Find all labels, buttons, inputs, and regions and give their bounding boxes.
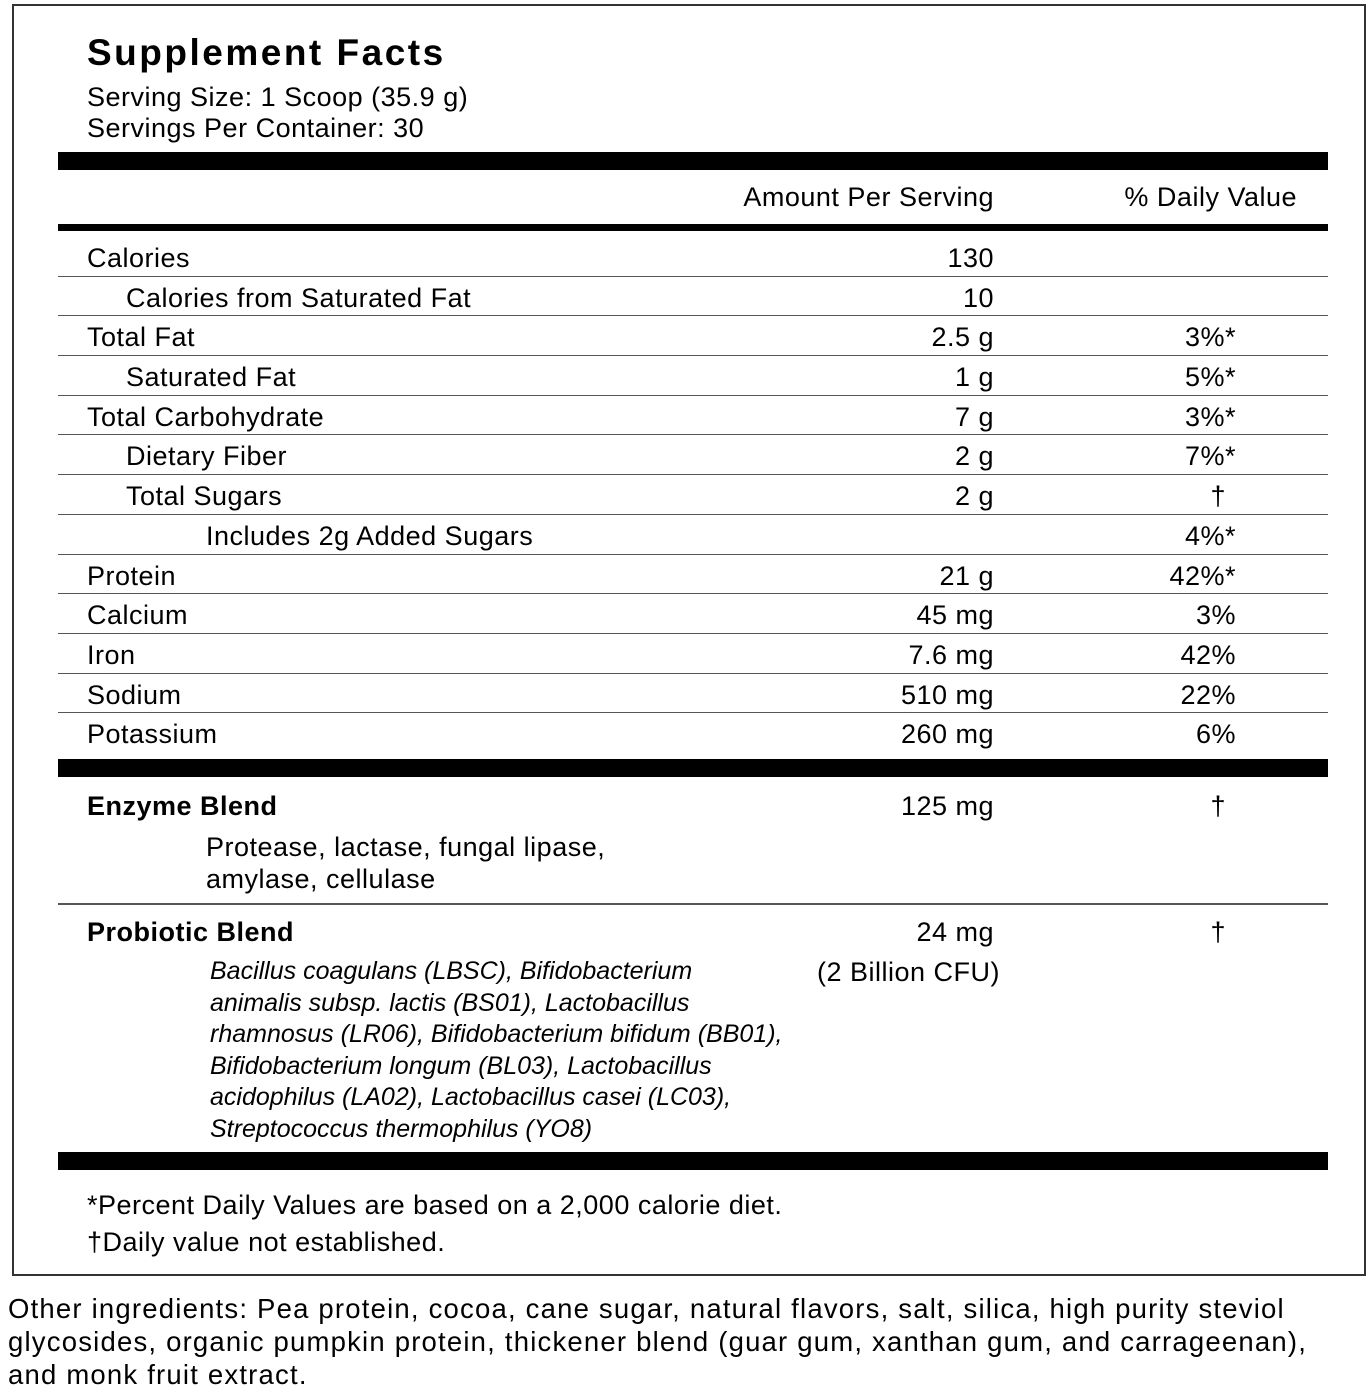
nutrient-daily-value: 22% [1180, 679, 1236, 710]
panel-title: Supplement Facts [87, 32, 446, 73]
nutrient-label: Saturated Fat [126, 362, 297, 393]
nutrient-label: Calories [87, 243, 191, 273]
other-ingredients: Other ingredients: Pea protein, cocoa, c… [8, 1293, 1308, 1390]
nutrient-amount: 7 g [954, 401, 994, 432]
nutrient-row: Sodium 510 mg 22% [58, 674, 1328, 714]
nutrient-label: Total Sugars [126, 481, 283, 512]
probiotic-blend-ingredients: Bacillus coagulans (LBSC), Bifidobacteri… [210, 957, 783, 1143]
nutrient-label: Protein [87, 560, 177, 591]
nutrient-row: Calcium 45 mg 3% [58, 594, 1328, 634]
nutrient-row: Calories 130 [58, 237, 1328, 277]
nutrient-row: Total Fat 2.5 g 3%* [58, 316, 1328, 357]
nutrient-label: Potassium [87, 719, 218, 750]
nutrient-amount: 21 g [939, 560, 994, 591]
nutrient-row: Total Carbohydrate 7 g 3%* [58, 396, 1328, 436]
supplement-facts-panel: Supplement Facts Serving Size: 1 Scoop (… [12, 4, 1366, 1276]
nutrient-amount: 2 g [954, 481, 994, 512]
nutrient-daily-value: 4%* [1184, 520, 1236, 551]
thick-divider [58, 1152, 1328, 1170]
nutrient-label: Calories from Saturated Fat [126, 282, 472, 313]
nutrient-daily-value: 42% [1180, 639, 1236, 670]
nutrient-amount: 130 [947, 243, 994, 273]
nutrient-label: Includes 2g Added Sugars [206, 520, 534, 551]
enzyme-blend-ingredients: Protease, lactase, fungal lipase, amylas… [206, 832, 606, 894]
nutrient-amount: 510 mg [900, 679, 994, 710]
nutrient-daily-value: 7%* [1184, 441, 1236, 472]
enzyme-blend-dv: † [1210, 791, 1226, 821]
nutrient-table: Calories 130 Calories from Saturated Fat… [58, 237, 1328, 753]
nutrient-amount: 7.6 mg [908, 639, 994, 670]
nutrient-amount: 2 g [954, 441, 994, 472]
thick-divider [58, 759, 1328, 777]
nutrient-daily-value: 3%* [1184, 322, 1236, 353]
nutrient-daily-value: † [1210, 481, 1226, 512]
nutrient-label: Dietary Fiber [126, 441, 288, 472]
nutrient-row: Dietary Fiber 2 g 7%* [58, 435, 1328, 476]
footnote-daily-values: *Percent Daily Values are based on a 2,0… [87, 1190, 783, 1220]
nutrient-label: Sodium [87, 679, 182, 710]
serving-size: Serving Size: 1 Scoop (35.9 g) [87, 82, 469, 112]
nutrient-amount: 260 mg [900, 719, 994, 750]
nutrient-label: Total Carbohydrate [87, 401, 325, 432]
nutrient-row: Includes 2g Added Sugars 4%* [58, 515, 1328, 555]
nutrient-daily-value: 3%* [1184, 401, 1236, 432]
probiotic-blend-name: Probiotic Blend [87, 917, 295, 947]
nutrient-amount: 10 [962, 282, 994, 313]
nutrient-amount: 2.5 g [931, 322, 994, 353]
nutrient-row: Iron 7.6 mg 42% [58, 634, 1328, 674]
divider [58, 903, 1328, 905]
nutrient-daily-value: 42%* [1169, 560, 1236, 591]
nutrient-row: Total Sugars 2 g † [58, 475, 1328, 515]
enzyme-blend-name: Enzyme Blend [87, 791, 278, 821]
nutrient-row: Protein 21 g 42%* [58, 555, 1328, 595]
medium-divider [58, 224, 1328, 231]
nutrient-amount: 1 g [954, 362, 994, 393]
enzyme-blend-amount: 125 mg [900, 791, 994, 821]
amount-header: Amount Per Serving [743, 182, 994, 212]
nutrient-amount: 45 mg [916, 600, 994, 631]
nutrient-label: Calcium [87, 600, 189, 631]
probiotic-blend-cfu: (2 Billion CFU) [816, 957, 1000, 987]
probiotic-blend-amount: 24 mg [916, 917, 994, 947]
nutrient-row: Saturated Fat 1 g 5%* [58, 356, 1328, 396]
footnote-not-established: †Daily value not established. [87, 1227, 446, 1257]
thick-divider [58, 152, 1328, 170]
nutrient-label: Total Fat [87, 322, 196, 353]
daily-value-header: % Daily Value [1124, 182, 1297, 212]
probiotic-blend-dv: † [1210, 917, 1226, 947]
nutrient-daily-value: 3% [1195, 600, 1236, 631]
nutrient-row: Potassium 260 mg 6% [58, 713, 1328, 753]
nutrient-daily-value: 6% [1195, 719, 1236, 750]
servings-per-container: Servings Per Container: 30 [87, 113, 425, 143]
nutrient-daily-value: 5%* [1184, 362, 1236, 393]
nutrient-row: Calories from Saturated Fat 10 [58, 277, 1328, 317]
nutrient-label: Iron [87, 639, 136, 670]
